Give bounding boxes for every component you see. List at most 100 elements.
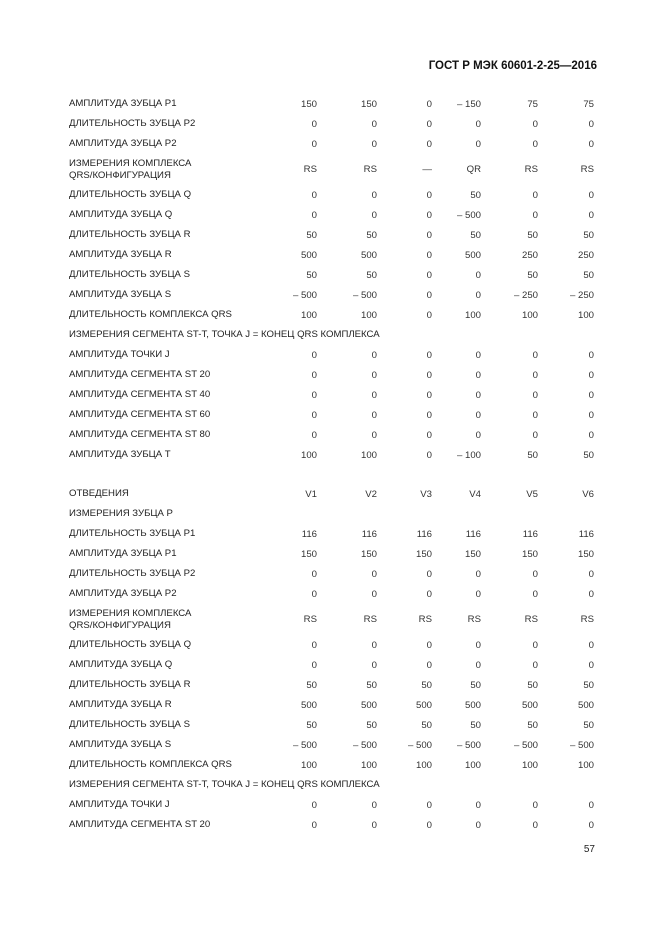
row-label: АМПЛИТУДА ЗУБЦА T	[69, 449, 171, 461]
cell-value: 0	[371, 349, 377, 361]
section-row: ИЗМЕРЕНИЯ ЗУБЦА P	[69, 504, 594, 524]
row-label: АМПЛИТУДА ЗУБЦА S	[69, 289, 172, 301]
table-row: АМПЛИТУДА ЗУБЦА R 500 500 500 500 500 500	[69, 695, 594, 715]
cell-value: 0	[532, 588, 538, 600]
cell-value: 50	[421, 719, 432, 731]
cell-value: 116	[578, 528, 594, 540]
cell-value: 0	[311, 588, 317, 600]
row-label: ИЗМЕРЕНИЯ СЕГМЕНТА ST-T, ТОЧКА J = КОНЕЦ…	[69, 329, 380, 341]
cell-value: 0	[371, 429, 377, 441]
cell-value: 0	[426, 659, 432, 671]
row-label: ДЛИТЕЛЬНОСТЬ ЗУБЦА Q	[69, 639, 192, 651]
table-row: ДЛИТЕЛЬНОСТЬ ЗУБЦА R 50 50 0 50 50 50	[69, 225, 594, 245]
row-label: АМПЛИТУДА ЗУБЦА Q	[69, 659, 173, 671]
row-label: ИЗМЕРЕНИЯ ЗУБЦА P	[69, 508, 173, 520]
cell-value: 0	[532, 389, 538, 401]
cell-value: 0	[311, 429, 317, 441]
cell-value: 0	[475, 659, 481, 671]
cell-value: 100	[464, 759, 481, 771]
table-row: ДЛИТЕЛЬНОСТЬ ЗУБЦА Q 0 0 0 0 0 0	[69, 635, 594, 655]
cell-value: 250	[521, 249, 538, 261]
cell-value: 0	[311, 568, 317, 580]
cell-value: 116	[522, 528, 538, 540]
row-label: ДЛИТЕЛЬНОСТЬ КОМПЛЕКСА QRS	[69, 309, 232, 321]
cell-value: – 250	[513, 289, 538, 301]
cell-value: – 500	[292, 739, 317, 751]
cell-value: 0	[311, 799, 317, 811]
cell-value: 0	[588, 189, 594, 201]
row-label: ДЛИТЕЛЬНОСТЬ ЗУБЦА R	[69, 679, 191, 691]
cell-value: V1	[305, 488, 317, 500]
row-label: АМПЛИТУДА ЗУБЦА P1	[69, 548, 177, 560]
cell-value: 0	[588, 209, 594, 221]
table-row: АМПЛИТУДА ТОЧКИ J 0 0 0 0 0 0	[69, 795, 594, 815]
cell-value: 0	[475, 799, 481, 811]
cell-value: 0	[371, 138, 377, 150]
cell-value: 100	[521, 309, 538, 321]
table-row: ДЛИТЕЛЬНОСТЬ ЗУБЦА P1 116 116 116 116 116 116	[69, 524, 594, 544]
cell-value: 0	[588, 588, 594, 600]
cell-value: 50	[583, 229, 594, 241]
cell-value: 500	[360, 699, 377, 711]
cell-value: 50	[583, 679, 594, 691]
cell-value: 50	[527, 449, 538, 461]
cell-value: 0	[426, 369, 432, 381]
cell-value: RS	[303, 614, 317, 625]
cell-value: 100	[577, 759, 594, 771]
table-row: ДЛИТЕЛЬНОСТЬ ЗУБЦА R 50 50 50 50 50 50	[69, 675, 594, 695]
cell-value: V5	[526, 488, 538, 500]
cell-value: RS	[580, 614, 594, 625]
cell-value: 0	[426, 138, 432, 150]
cell-value: 0	[588, 659, 594, 671]
cell-value: 0	[426, 349, 432, 361]
document-header: ГОСТ Р МЭК 60601-2-25—2016	[428, 60, 597, 72]
table-row: ДЛИТЕЛЬНОСТЬ КОМПЛЕКСА QRS 100 100 0 100 100 1…	[69, 305, 594, 325]
cell-value: 50	[470, 189, 481, 201]
cell-value: 500	[464, 249, 481, 261]
cell-value: 100	[464, 309, 481, 321]
row-label: АМПЛИТУДА ЗУБЦА S	[69, 739, 172, 751]
row-label: ДЛИТЕЛЬНОСТЬ КОМПЛЕКСА QRS	[69, 759, 232, 771]
row-label: ДЛИТЕЛЬНОСТЬ ЗУБЦА P1	[69, 528, 196, 540]
table-row: ДЛИТЕЛЬНОСТЬ ЗУБЦА Q 0 0 0 50 0 0	[69, 185, 594, 205]
table-row: ИЗМЕРЕНИЯ КОМПЛЕКСА QRS/КОНФИГУРАЦИЯ RS RS…	[69, 604, 594, 635]
cell-value: 500	[464, 699, 481, 711]
cell-value: 50	[527, 229, 538, 241]
cell-value: – 500	[407, 739, 432, 751]
row-label: ИЗМЕРЕНИЯ КОМПЛЕКСА QRS/КОНФИГУРАЦИЯ	[69, 608, 192, 631]
cell-value: RS	[524, 614, 538, 625]
cell-value: 0	[475, 389, 481, 401]
section-row: ИЗМЕРЕНИЯ СЕГМЕНТА ST-T, ТОЧКА J = КОНЕЦ…	[69, 775, 594, 795]
row-label: ОТВЕДЕНИЯ	[69, 488, 129, 500]
cell-value: RS	[363, 614, 377, 625]
row-label: ИЗМЕРЕНИЯ КОМПЛЕКСА QRS/КОНФИГУРАЦИЯ	[69, 158, 192, 181]
cell-value: 0	[311, 209, 317, 221]
table-row: АМПЛИТУДА ЗУБЦА S – 500 – 500 0 0 – 250 – 250	[69, 285, 594, 305]
cell-value: – 500	[569, 739, 594, 751]
cell-value: – 150	[456, 98, 481, 110]
cell-value: 0	[426, 799, 432, 811]
cell-value: 0	[588, 819, 594, 831]
row-label: АМПЛИТУДА СЕГМЕНТА ST 40	[69, 389, 211, 401]
row-label: АМПЛИТУДА СЕГМЕНТА ST 20	[69, 369, 211, 381]
cell-value: 0	[532, 118, 538, 130]
cell-value: 0	[311, 369, 317, 381]
cell-value: 75	[527, 98, 538, 110]
cell-value: 500	[415, 699, 432, 711]
cell-value: 100	[521, 759, 538, 771]
cell-value: 75	[583, 98, 594, 110]
cell-value: 0	[311, 639, 317, 651]
row-label: ДЛИТЕЛЬНОСТЬ ЗУБЦА S	[69, 719, 190, 731]
cell-value: 100	[360, 449, 377, 461]
cell-value: 0	[588, 429, 594, 441]
table-row: ДЛИТЕЛЬНОСТЬ ЗУБЦА S 50 50 50 50 50 50	[69, 715, 594, 735]
cell-value: 50	[306, 719, 317, 731]
cell-value: 500	[360, 249, 377, 261]
row-label: АМПЛИТУДА ТОЧКИ J	[69, 799, 170, 811]
measurements-table-1: АМПЛИТУДА ЗУБЦА P1 150 150 0 – 150 75 75 ДЛИТЕЛ…	[69, 94, 594, 465]
page-number: 57	[583, 844, 595, 855]
cell-value: 0	[475, 289, 481, 301]
cell-value: 0	[588, 349, 594, 361]
cell-value: 500	[521, 699, 538, 711]
cell-value: 0	[588, 568, 594, 580]
